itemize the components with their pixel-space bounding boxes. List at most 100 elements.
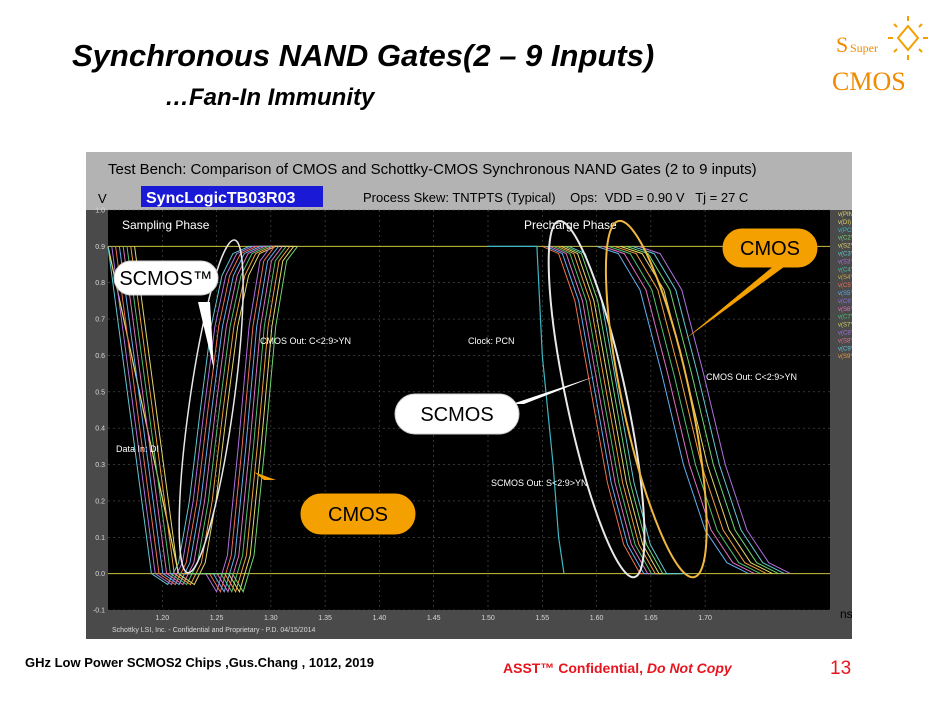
chart-title: Test Bench: Comparison of CMOS and Schot… (108, 161, 757, 178)
legend-entry: v(C8YN) (838, 331, 852, 337)
testbench-name-box (141, 186, 323, 207)
x-tick-label: 1.50 (481, 615, 495, 622)
legend-entry: v(S7YN) (838, 323, 852, 329)
waveform-trace (632, 245, 785, 575)
chart-annotation: Clock: PCN (468, 336, 515, 346)
legend-entry: v(C5YN) (838, 283, 852, 289)
legend-entry: v(S4YN) (838, 275, 852, 281)
page-number: 13 (830, 658, 852, 679)
waveform-trace (173, 246, 283, 594)
waveform-trace (185, 246, 295, 594)
waveform-trace (111, 245, 275, 586)
waveform-trace (596, 245, 749, 575)
x-axis-unit: ns (840, 607, 852, 621)
legend-entry: v(C7YN) (838, 315, 852, 321)
cmos-highlight-ellipse (604, 219, 708, 579)
x-tick-label: 1.70 (698, 615, 712, 622)
y-tick-label: 0.0 (95, 571, 105, 578)
clock-pcn-line (488, 245, 565, 574)
waveform-trace (166, 246, 276, 594)
slide-title: Synchronous NAND Gates(2 – 9 Inputs) (72, 38, 655, 73)
waveform-trace (126, 245, 290, 586)
waveform-trace (564, 245, 685, 575)
legend-entry: v(S5YN) (838, 291, 852, 297)
y-tick-label: 0.5 (95, 389, 105, 396)
callout-label: SCMOS (420, 404, 493, 426)
y-tick-label: 0.8 (95, 280, 105, 287)
callout-pointer (198, 302, 214, 370)
legend-entry: v(S2YN) (838, 244, 852, 250)
chart-annotation: Data In: DI (116, 444, 159, 454)
waveform-trace (638, 245, 791, 575)
x-tick-label: 1.30 (264, 615, 278, 622)
callout-pointer (684, 264, 788, 340)
chart-footnote: Schottky LSI, Inc. - Confidential and Pr… (112, 627, 315, 634)
legend-entry: v(S6YN) (838, 307, 852, 313)
callout-bubble (300, 493, 416, 535)
chart-annotation: SCMOS Out: S<2:9>YN (491, 478, 588, 488)
y-tick-label: 0.6 (95, 353, 105, 360)
callout-bubble (394, 393, 520, 435)
waveform-trace (549, 245, 670, 575)
footer-confidential: ASST™ Confidential, Do Not Copy (503, 660, 732, 676)
waveform-trace (188, 246, 298, 594)
chart-annotation: Sampling Phase (122, 218, 210, 232)
footer-do-not-copy: Do Not Copy (646, 660, 732, 676)
waveform-trace (620, 245, 773, 575)
logo-big-text: CMOS (832, 67, 906, 96)
scmos-highlight-ellipse (547, 219, 646, 579)
waveform-trace (134, 245, 298, 586)
y-tick-label: -0.1 (93, 608, 105, 615)
super-cmos-logo: S Super CMOS (832, 16, 928, 96)
waveform-trace (177, 246, 287, 594)
y-axis-label: V (98, 191, 107, 206)
waveform-trace (614, 245, 767, 575)
waveform-trace (169, 246, 279, 594)
legend-entry: v(C9YN) (838, 346, 852, 352)
waveform-trace (557, 245, 677, 575)
waveform-trace (626, 245, 779, 575)
y-tick-label: 0.9 (95, 244, 105, 251)
slide-subtitle: …Fan-In Immunity (165, 84, 375, 111)
waveform-trace (561, 245, 681, 575)
waveform-trace (162, 246, 272, 594)
legend-entry: v(S3YN) (838, 259, 852, 265)
chart-annotation: Precharge Phase (524, 218, 617, 232)
waveform-trace (115, 245, 279, 586)
legend-entry: v(C3YN) (838, 252, 852, 258)
chart-annotation: CMOS Out: C<2:9>YN (706, 372, 797, 382)
waveform-trace (122, 245, 287, 586)
legend-entry: v(C6YN) (838, 299, 852, 305)
waveform-trace (542, 245, 662, 575)
rising-highlight-ellipse (178, 239, 244, 574)
legend-entry: v(PIN) (838, 212, 852, 218)
y-tick-label: 0.1 (95, 535, 105, 542)
waveform-trace (118, 245, 283, 586)
waveform-chart: Test Bench: Comparison of CMOS and Schot… (86, 152, 852, 639)
waveform-trace (553, 245, 674, 575)
y-tick-label: 0.2 (95, 498, 105, 505)
x-tick-label: 1.20 (155, 615, 169, 622)
logo-small-text: Super (850, 41, 878, 55)
logo-s-letter: S (836, 32, 848, 57)
y-tick-label: 0.3 (95, 462, 105, 469)
callout-label: SCMOS™ (119, 268, 212, 290)
chart-annotation: CMOS Out: C<2:9>YN (260, 336, 351, 346)
callout-label: CMOS (328, 504, 388, 526)
legend-entry: v(C4YN) (838, 267, 852, 273)
y-tick-label: 1.0 (95, 208, 105, 215)
footer-presentation-info: GHz Low Power SCMOS2 Chips ,Gus.Chang , … (25, 655, 374, 670)
legend-entry: v(PCN) (838, 228, 852, 234)
callout-bubble (113, 260, 219, 296)
testbench-name: SyncLogicTB03R03 (146, 190, 295, 207)
chart-title-bar (86, 152, 852, 184)
footer-brand: ASST™ Confidential, (503, 660, 643, 676)
waveform-trace (602, 245, 755, 575)
y-tick-label: 0.7 (95, 317, 105, 324)
x-tick-label: 1.55 (535, 615, 549, 622)
x-tick-label: 1.60 (590, 615, 604, 622)
waveform-trace (130, 245, 294, 586)
waveform-trace (181, 246, 291, 594)
y-tick-label: 0.4 (95, 426, 105, 433)
waveform-trace (608, 245, 761, 575)
